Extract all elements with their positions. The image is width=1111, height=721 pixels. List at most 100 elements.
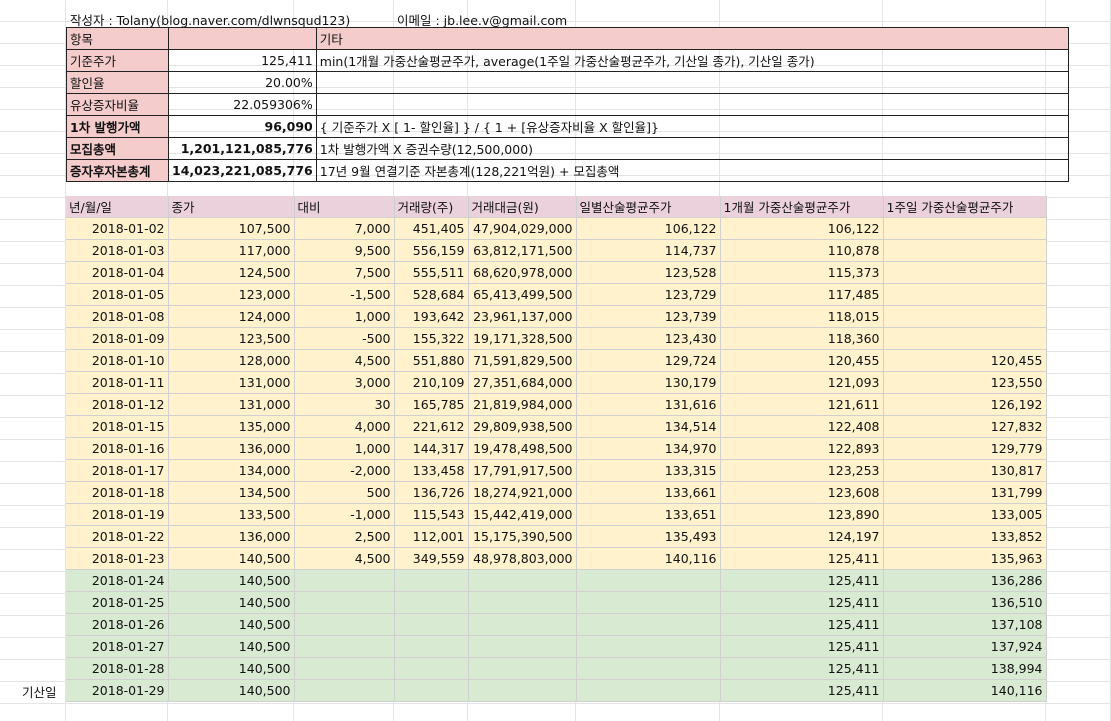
email-cell[interactable]: 이메일 : jb.lee.v@gmail.com bbox=[397, 13, 568, 28]
value-cell[interactable]: 19,171,328,500 bbox=[468, 327, 577, 350]
info-label-cell[interactable]: 1차 발행가액 bbox=[66, 115, 169, 138]
value-cell[interactable]: 123,528 bbox=[576, 261, 721, 284]
info-note-cell[interactable]: min(1개월 가중산술평균주가, average(1주일 가중산술평균주가, … bbox=[315, 49, 1069, 72]
value-cell[interactable]: 123,253 bbox=[720, 459, 884, 482]
info-label-cell[interactable]: 할인율 bbox=[66, 71, 169, 94]
date-cell[interactable]: 2018-01-22 bbox=[66, 525, 169, 548]
date-cell[interactable]: 2018-01-08 bbox=[66, 305, 169, 328]
value-cell[interactable]: 123,550 bbox=[883, 371, 1047, 394]
value-cell[interactable]: 4,500 bbox=[294, 349, 395, 372]
value-cell[interactable]: 4,000 bbox=[294, 415, 395, 438]
value-cell[interactable]: 115,543 bbox=[394, 503, 469, 526]
value-cell[interactable]: 110,878 bbox=[720, 239, 884, 262]
info-value-cell[interactable]: 96,090 bbox=[168, 115, 317, 138]
value-cell[interactable]: 136,726 bbox=[394, 481, 469, 504]
value-cell[interactable]: 2,500 bbox=[294, 525, 395, 548]
value-cell[interactable]: 125,411 bbox=[720, 569, 884, 592]
info-label-cell[interactable]: 유상증자비율 bbox=[66, 93, 169, 116]
info-note-cell[interactable] bbox=[315, 93, 1069, 116]
value-cell[interactable] bbox=[883, 283, 1047, 306]
value-cell[interactable]: 131,616 bbox=[576, 393, 721, 416]
value-cell[interactable] bbox=[883, 327, 1047, 350]
value-cell[interactable] bbox=[294, 591, 395, 614]
value-cell[interactable] bbox=[394, 569, 469, 592]
value-cell[interactable]: 193,642 bbox=[394, 305, 469, 328]
value-cell[interactable]: 451,405 bbox=[394, 217, 469, 240]
value-cell[interactable]: 123,739 bbox=[576, 305, 721, 328]
value-cell[interactable]: 120,455 bbox=[883, 349, 1047, 372]
value-cell[interactable]: 121,611 bbox=[720, 393, 884, 416]
value-cell[interactable]: 210,109 bbox=[394, 371, 469, 394]
info-note-cell[interactable]: 1차 발행가액 X 증권수량(12,500,000) bbox=[315, 137, 1069, 160]
value-cell[interactable]: 135,963 bbox=[883, 547, 1047, 570]
value-cell[interactable]: 124,000 bbox=[168, 305, 295, 328]
value-cell[interactable]: 349,559 bbox=[394, 547, 469, 570]
value-cell[interactable]: 118,360 bbox=[720, 327, 884, 350]
value-cell[interactable]: 136,510 bbox=[883, 591, 1047, 614]
date-cell[interactable]: 2018-01-28 bbox=[66, 657, 169, 680]
value-cell[interactable]: 140,116 bbox=[576, 547, 721, 570]
value-cell[interactable]: 140,500 bbox=[168, 657, 295, 680]
value-cell[interactable]: 138,994 bbox=[883, 657, 1047, 680]
value-cell[interactable] bbox=[468, 635, 577, 658]
value-cell[interactable] bbox=[468, 569, 577, 592]
value-cell[interactable]: 71,591,829,500 bbox=[468, 349, 577, 372]
value-cell[interactable]: 140,116 bbox=[883, 679, 1047, 702]
date-cell[interactable]: 2018-01-17 bbox=[66, 459, 169, 482]
value-cell[interactable]: 107,500 bbox=[168, 217, 295, 240]
date-cell[interactable]: 2018-01-26 bbox=[66, 613, 169, 636]
info-value-cell[interactable]: 20.00% bbox=[168, 71, 317, 94]
date-cell[interactable]: 2018-01-04 bbox=[66, 261, 169, 284]
value-cell[interactable]: 124,197 bbox=[720, 525, 884, 548]
date-cell[interactable]: 2018-01-02 bbox=[66, 217, 169, 240]
column-header[interactable]: 대비 bbox=[294, 196, 395, 218]
value-cell[interactable]: 123,729 bbox=[576, 283, 721, 306]
value-cell[interactable] bbox=[294, 613, 395, 636]
value-cell[interactable]: 1,000 bbox=[294, 305, 395, 328]
value-cell[interactable]: 122,893 bbox=[720, 437, 884, 460]
value-cell[interactable]: 7,000 bbox=[294, 217, 395, 240]
value-cell[interactable]: 4,500 bbox=[294, 547, 395, 570]
value-cell[interactable]: 140,500 bbox=[168, 635, 295, 658]
info-value-cell[interactable]: 125,411 bbox=[168, 49, 317, 72]
value-cell[interactable]: 136,286 bbox=[883, 569, 1047, 592]
info-value-cell[interactable]: 22.059306% bbox=[168, 93, 317, 116]
value-cell[interactable]: 551,880 bbox=[394, 349, 469, 372]
value-cell[interactable]: 134,000 bbox=[168, 459, 295, 482]
value-cell[interactable] bbox=[468, 657, 577, 680]
info-value-cell[interactable]: 14,023,221,085,776 bbox=[168, 159, 317, 182]
column-header[interactable]: 거래대금(원) bbox=[468, 196, 577, 218]
value-cell[interactable] bbox=[576, 657, 721, 680]
value-cell[interactable]: -500 bbox=[294, 327, 395, 350]
value-cell[interactable]: 120,455 bbox=[720, 349, 884, 372]
column-header[interactable]: 1개월 가중산술평균주가 bbox=[720, 196, 884, 218]
author-cell[interactable]: 작성자 : Tolany(blog.naver.com/dlwnsqud123) bbox=[70, 13, 351, 28]
value-cell[interactable]: 133,315 bbox=[576, 459, 721, 482]
value-cell[interactable]: 17,791,917,500 bbox=[468, 459, 577, 482]
value-cell[interactable]: 140,500 bbox=[168, 613, 295, 636]
value-cell[interactable] bbox=[468, 679, 577, 702]
value-cell[interactable]: 128,000 bbox=[168, 349, 295, 372]
value-cell[interactable]: 137,924 bbox=[883, 635, 1047, 658]
date-cell[interactable]: 2018-01-09 bbox=[66, 327, 169, 350]
value-cell[interactable]: 133,852 bbox=[883, 525, 1047, 548]
value-cell[interactable]: 27,351,684,000 bbox=[468, 371, 577, 394]
value-cell[interactable]: 125,411 bbox=[720, 679, 884, 702]
value-cell[interactable]: 114,737 bbox=[576, 239, 721, 262]
value-cell[interactable]: 124,500 bbox=[168, 261, 295, 284]
value-cell[interactable]: 18,274,921,000 bbox=[468, 481, 577, 504]
value-cell[interactable]: 140,500 bbox=[168, 591, 295, 614]
value-cell[interactable] bbox=[576, 679, 721, 702]
value-cell[interactable]: -1,000 bbox=[294, 503, 395, 526]
value-cell[interactable]: 48,978,803,000 bbox=[468, 547, 577, 570]
info-note-cell[interactable]: { 기준주가 X [ 1- 할인율] } / { 1 + [유상증자비율 X 할… bbox=[315, 115, 1069, 138]
value-cell[interactable]: 47,904,029,000 bbox=[468, 217, 577, 240]
value-cell[interactable]: 130,179 bbox=[576, 371, 721, 394]
date-cell[interactable]: 2018-01-29 bbox=[66, 679, 169, 702]
value-cell[interactable]: 134,970 bbox=[576, 437, 721, 460]
date-cell[interactable]: 2018-01-18 bbox=[66, 481, 169, 504]
value-cell[interactable]: 19,478,498,500 bbox=[468, 437, 577, 460]
value-cell[interactable]: 123,608 bbox=[720, 481, 884, 504]
value-cell[interactable]: 133,651 bbox=[576, 503, 721, 526]
value-cell[interactable] bbox=[394, 679, 469, 702]
